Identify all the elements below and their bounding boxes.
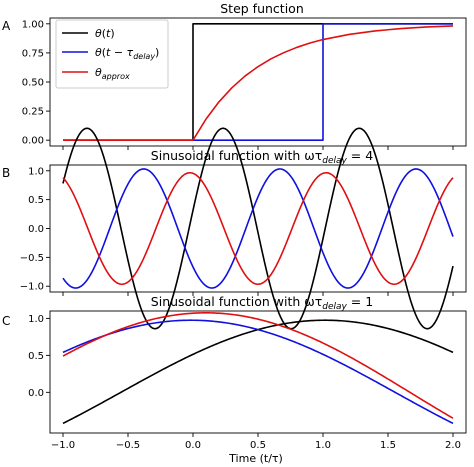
chart-title-sin4-post: = 4 xyxy=(347,148,373,163)
chart-title-sin4-sub: delay xyxy=(322,156,347,166)
y-tick-label-sin1: 1.0 xyxy=(28,314,44,325)
legend: θ(t) θ(t − τdelay) θapprox xyxy=(55,19,169,89)
panel-label-b: B xyxy=(2,166,10,180)
chart-title-sin1: Sinusoidal function with ωτdelay = 1 xyxy=(151,294,373,312)
series-line-sin4-theta xyxy=(62,127,454,330)
x-tick-label-sin1: 0.0 xyxy=(185,440,201,451)
y-tick-label-step: 0.75 xyxy=(22,48,44,59)
series-line-sin1-theta-delay xyxy=(62,319,454,425)
x-tick-label-sin1: −0.5 xyxy=(116,440,140,451)
y-tick-label-step: 1.00 xyxy=(22,19,44,30)
y-tick-label-sin4: 0.0 xyxy=(28,224,44,235)
chart-title-sin1-sub: delay xyxy=(322,302,347,312)
y-tick-label-step: 0.50 xyxy=(22,78,44,89)
y-tick-label-sin1: 0.0 xyxy=(28,388,44,399)
y-tick-label-sin4: 0.5 xyxy=(28,195,44,206)
panel-label-a: A xyxy=(2,19,11,33)
legend-label-theta-delay: θ(t − τdelay) xyxy=(95,46,159,61)
legend-label-theta-approx: θapprox xyxy=(95,66,130,81)
x-tick-label-sin1: 0.5 xyxy=(250,440,266,451)
x-tick-label-sin1: 2.0 xyxy=(445,440,461,451)
series-line-step-theta-approx xyxy=(63,25,454,141)
x-tick-label-sin1: 1.5 xyxy=(380,440,396,451)
chart-title-sin4: Sinusoidal function with ωτdelay = 4 xyxy=(151,148,373,166)
series-line-sin1-theta-approx xyxy=(62,312,454,419)
x-axis-label: Time (t/τ) xyxy=(228,452,283,465)
series-line-sin4-theta-delay xyxy=(62,168,454,289)
chart-title-sin1-post: = 1 xyxy=(347,294,373,309)
plot-layer: 0.00 0.25 0.50 0.75 1.00 −1.0 −0.5 0.0 0.5 1.0 0.0… xyxy=(20,17,467,451)
y-tick-label-sin4: −1.0 xyxy=(20,282,44,293)
y-tick-label-sin4: −0.5 xyxy=(20,253,44,264)
y-tick-label-sin1: 0.5 xyxy=(28,351,44,362)
series-line-sin4-theta-approx xyxy=(62,171,454,286)
x-tick-label-sin1: 1.0 xyxy=(315,440,331,451)
y-tick-label-step: 0.00 xyxy=(22,136,44,147)
chart-title-sin1-pre: Sinusoidal function with ωτ xyxy=(151,294,322,309)
chart-title-step: Step function xyxy=(220,1,304,16)
x-tick-label-sin1: −1.0 xyxy=(51,440,75,451)
legend-frame xyxy=(55,19,169,89)
series-line-sin1-theta xyxy=(62,319,454,425)
y-tick-label-step: 0.25 xyxy=(22,107,44,118)
y-tick-label-sin4: 1.0 xyxy=(28,166,44,177)
panel-label-c: C xyxy=(2,314,10,328)
chart-title-sin4-pre: Sinusoidal function with ωτ xyxy=(151,148,322,163)
legend-label-theta: θ(t) xyxy=(95,27,115,40)
